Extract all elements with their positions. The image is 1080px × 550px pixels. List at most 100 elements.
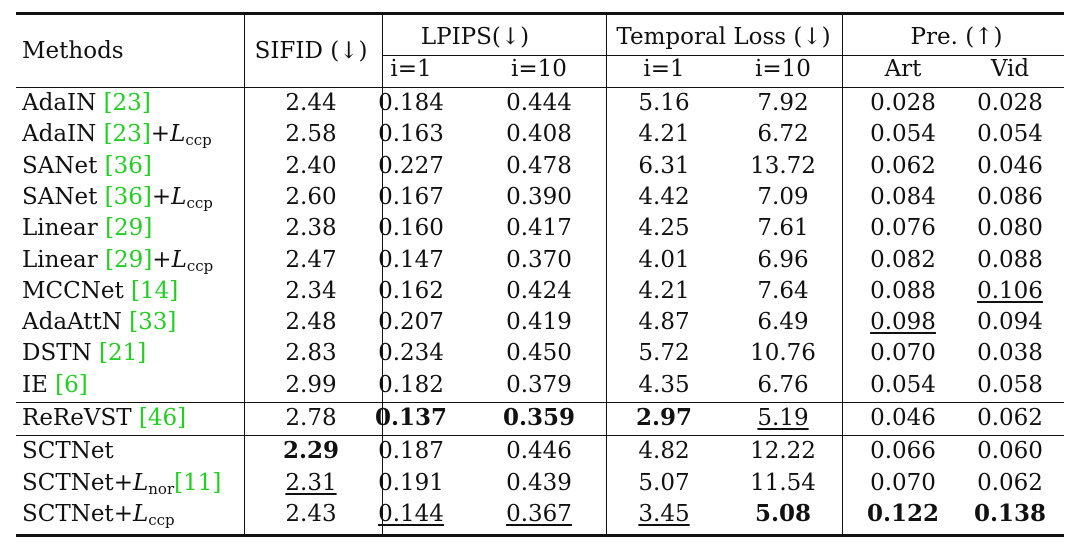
value: 0.138	[973, 499, 1047, 527]
citation: [29]	[97, 246, 153, 273]
value-cell-r5-c5: 0.082	[870, 245, 936, 275]
citation: [33]	[121, 309, 177, 336]
value: 2.58	[285, 121, 337, 148]
value: 7.92	[757, 90, 809, 116]
value-cell-r6-c0: 2.34	[285, 276, 336, 306]
value: 0.182	[378, 371, 444, 398]
value: 2.43	[285, 500, 337, 527]
value: 4.35	[638, 371, 690, 398]
group-rule-10	[16, 435, 1064, 437]
value: 13.72	[750, 152, 816, 179]
loss-suffix: +Lccp	[152, 246, 214, 275]
header-temporal: Temporal Loss (↓)	[616, 24, 831, 50]
value: 2.44	[285, 90, 337, 116]
header-methods: Methods	[22, 38, 124, 64]
value: 0.028	[977, 90, 1043, 116]
value-cell-r2-c0: 2.40	[285, 151, 336, 181]
citation: [21]	[91, 340, 147, 367]
value-cell-r6-c3: 4.21	[638, 276, 689, 306]
value: 0.070	[870, 469, 936, 496]
value: 0.058	[977, 371, 1043, 398]
value-cell-r7-c0: 2.48	[285, 307, 336, 337]
value: 0.478	[506, 152, 572, 179]
column-divider-0	[244, 15, 246, 535]
value-cell-r5-c2: 0.370	[506, 245, 572, 275]
value-cell-r3-c3: 4.42	[638, 182, 689, 212]
value: 2.47	[285, 246, 337, 273]
value: 0.390	[506, 183, 572, 210]
value: 0.367	[506, 500, 572, 527]
header-sub-5: Vid	[990, 56, 1030, 82]
value-cell-r7-c2: 0.419	[506, 307, 572, 337]
value-cell-r8-c5: 0.070	[870, 338, 936, 368]
header-sifid: SIFID (↓)	[254, 38, 368, 64]
value-cell-r12-c4: 11.54	[750, 468, 816, 498]
value: 4.21	[638, 121, 690, 148]
value-cell-r8-c1: 0.234	[378, 338, 444, 368]
method-text: SCTNet	[22, 438, 114, 465]
value-cell-r3-c1: 0.167	[378, 182, 444, 212]
value: 4.01	[638, 246, 690, 273]
value: 0.160	[378, 215, 444, 242]
lpips-cmidrule	[382, 55, 606, 57]
value: 0.408	[506, 121, 572, 148]
value-cell-r1-c3: 4.21	[638, 119, 689, 149]
value: 0.066	[870, 438, 936, 465]
header-sub-1: i=10	[511, 56, 567, 82]
value: 2.48	[285, 309, 337, 336]
method-name-5: Linear [29]+Lccp	[22, 245, 213, 281]
method-text: SANet	[22, 183, 98, 210]
citation: [6]	[47, 371, 88, 398]
method-name-9: IE [6]	[22, 370, 88, 400]
value-cell-r1-c4: 6.72	[757, 119, 808, 149]
value-cell-r0-c6: 0.028	[977, 88, 1043, 118]
method-name-2: SANet [36]	[22, 151, 152, 181]
method-name-6: MCCNet [14]	[22, 276, 178, 306]
value: 2.40	[285, 152, 337, 179]
value: 2.34	[285, 277, 337, 304]
value-cell-r13-c6: 0.138	[974, 499, 1046, 529]
value-cell-r3-c6: 0.086	[977, 182, 1043, 212]
value: 0.028	[870, 90, 936, 116]
citation: [46]	[131, 405, 187, 431]
value-cell-r7-c6: 0.094	[977, 307, 1043, 337]
value-cell-r9-c5: 0.054	[870, 370, 936, 400]
value-cell-r4-c3: 4.25	[638, 213, 689, 243]
value-cell-r2-c1: 0.227	[378, 151, 444, 181]
value-cell-r9-c0: 2.99	[285, 370, 336, 400]
citation: [36]	[97, 152, 152, 179]
value: 0.054	[870, 371, 936, 398]
value-cell-r9-c2: 0.379	[506, 370, 572, 400]
value: 7.64	[757, 277, 809, 304]
value: 2.60	[285, 183, 337, 210]
method-text: Linear	[22, 215, 98, 242]
value: 0.419	[506, 309, 572, 336]
method-text: AdaIN	[22, 121, 97, 148]
value-cell-r4-c5: 0.076	[870, 213, 936, 243]
value: 0.062	[870, 152, 936, 179]
value: 0.054	[977, 121, 1043, 148]
value: 0.062	[977, 469, 1043, 496]
citation: [11]	[174, 469, 222, 496]
top-rule	[16, 12, 1064, 15]
value-cell-r8-c3: 5.72	[638, 338, 689, 368]
pre-cmidrule	[842, 55, 1064, 57]
value: 0.446	[506, 438, 572, 465]
value-cell-r12-c2: 0.439	[506, 468, 572, 498]
value: 2.97	[635, 404, 693, 431]
value-cell-r4-c4: 7.61	[757, 213, 808, 243]
value: 0.062	[977, 405, 1043, 431]
value-cell-r12-c1: 0.191	[378, 468, 444, 498]
value-cell-r11-c4: 12.22	[750, 436, 816, 466]
value-cell-r6-c1: 0.162	[378, 276, 444, 306]
value: 4.42	[638, 183, 690, 210]
value-cell-r8-c0: 2.83	[285, 338, 336, 368]
value: 6.76	[757, 371, 809, 398]
method-text: ReReVST	[22, 405, 132, 431]
value: 0.144	[378, 500, 444, 527]
citation: [23]	[96, 90, 151, 116]
value-cell-r7-c1: 0.207	[378, 307, 444, 337]
value: 6.72	[757, 121, 809, 148]
value: 0.122	[866, 499, 940, 527]
value: 0.137	[374, 404, 448, 431]
